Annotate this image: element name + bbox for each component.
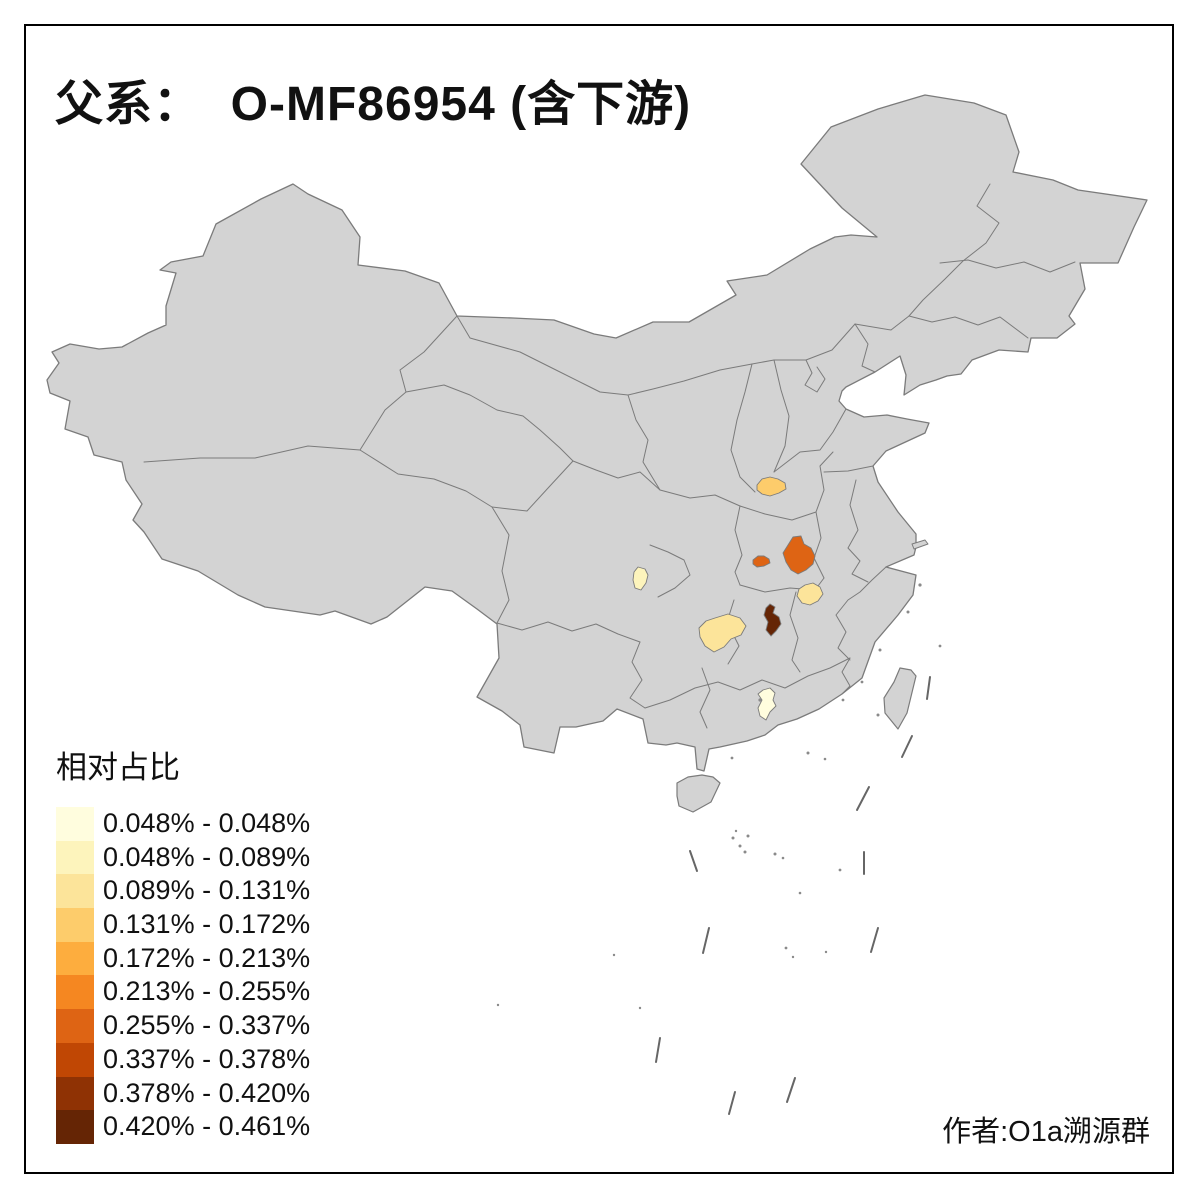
legend-swatch: [56, 1110, 94, 1144]
legend-label: 0.048% - 0.048%: [103, 808, 311, 838]
legend-swatch: [56, 840, 94, 875]
highlighted-region-4: [632, 566, 649, 591]
mainland-outline: [46, 94, 1148, 772]
attribution: 作者:O1a溯源群: [942, 1116, 1150, 1148]
legend-swatch: [56, 975, 94, 1010]
highlighted-region-7: [763, 603, 782, 637]
highlighted-region-2: [782, 535, 816, 575]
highlighted-region-8: [757, 687, 777, 721]
highlighted-region-6: [698, 613, 747, 653]
map-frame: [24, 24, 1174, 1174]
legend-item: 0.089% - 0.131%: [56, 874, 311, 909]
hainan-island: [676, 774, 721, 813]
small-islands: [496, 583, 942, 1010]
legend-swatch: [56, 908, 94, 942]
legend-item: 0.172% - 0.213%: [56, 941, 311, 976]
province-borders: [143, 183, 1076, 729]
legend-item: 0.378% - 0.420%: [56, 1076, 311, 1111]
page-title: 父系： O-MF86954 (含下游): [55, 78, 692, 131]
taiwan-island: [883, 667, 917, 730]
legend-swatch: [56, 1042, 94, 1077]
legend-item: 0.420% - 0.461%: [56, 1110, 310, 1144]
legend-label: 0.378% - 0.420%: [103, 1077, 311, 1108]
legend-label: 0.131% - 0.172%: [103, 909, 311, 940]
legend-item: 0.048% - 0.089%: [56, 840, 311, 875]
highlighted-regions: [632, 476, 824, 721]
legend-swatch: [56, 1076, 94, 1111]
highlighted-region-5: [796, 582, 824, 606]
legend-label: 0.048% - 0.089%: [103, 841, 311, 872]
legend-swatch: [56, 807, 94, 841]
legend-item: 0.213% - 0.255%: [56, 975, 311, 1010]
legend-label: 0.255% - 0.337%: [103, 1010, 311, 1041]
chongming-island: [911, 539, 929, 550]
highlighted-region-3: [752, 555, 771, 568]
legend-label: 0.172% - 0.213%: [103, 942, 311, 973]
sea-boundary-dashes: [655, 676, 931, 1115]
legend-title: 相对占比: [56, 750, 180, 785]
legend: 相对占比 0.048% - 0.048% 0.048% - 0.089% 0.0…: [56, 742, 310, 1144]
legend-label: 0.337% - 0.378%: [103, 1043, 311, 1074]
legend-swatch: [56, 1009, 94, 1043]
legend-label: 0.089% - 0.131%: [103, 875, 311, 906]
highlighted-region-1: [756, 476, 787, 497]
legend-label: 0.420% - 0.461%: [103, 1111, 311, 1142]
legend-item: 0.131% - 0.172%: [56, 908, 310, 942]
legend-swatch: [56, 941, 94, 976]
legend-item: 0.048% - 0.048%: [56, 807, 310, 841]
legend-item: 0.337% - 0.378%: [56, 1042, 311, 1077]
legend-swatch: [56, 874, 94, 909]
legend-label: 0.213% - 0.255%: [103, 976, 311, 1007]
legend-item: 0.255% - 0.337%: [56, 1009, 310, 1043]
